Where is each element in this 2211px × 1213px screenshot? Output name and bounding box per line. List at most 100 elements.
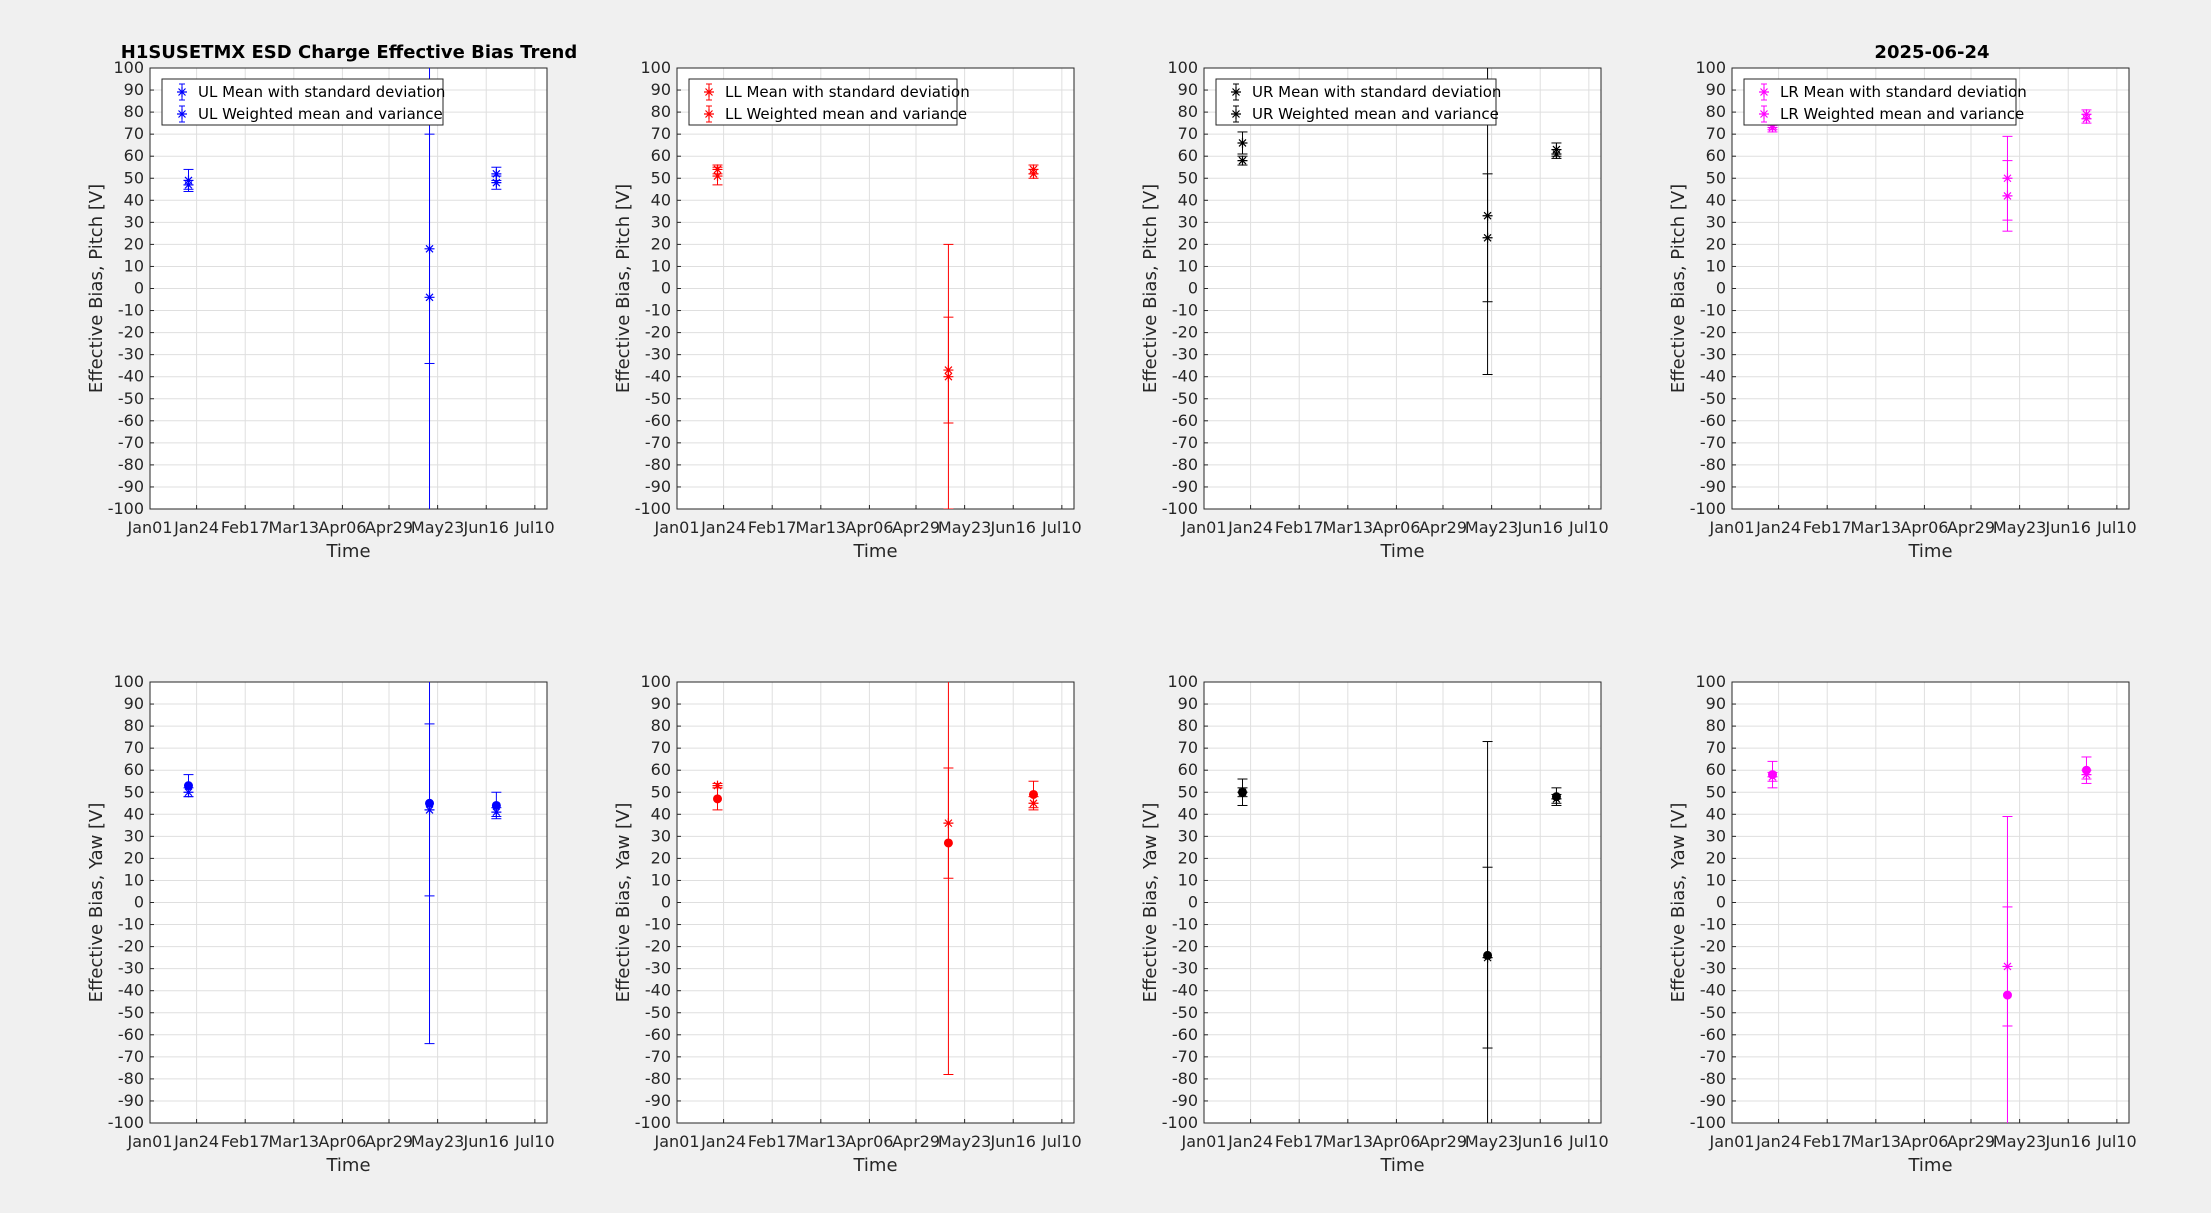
y-tick-label: 90 — [124, 80, 144, 99]
axes-box — [149, 67, 548, 510]
legend-label: LL Weighted mean and variance — [725, 105, 967, 123]
legend-marker — [1759, 109, 1769, 119]
legend-marker — [1231, 87, 1241, 97]
x-tick-label: Jul10 — [514, 1132, 555, 1151]
data-point — [713, 794, 723, 804]
data-point — [1482, 952, 1493, 963]
x-tick-label: Jan01 — [126, 518, 172, 537]
x-tick-label: Mar13 — [796, 1132, 847, 1151]
x-tick-label: Jul10 — [2096, 518, 2137, 537]
y-tick-label: 20 — [1706, 848, 1726, 867]
x-tick-label: Jan01 — [653, 1132, 699, 1151]
y-axis-label: Effective Bias, Yaw [V] — [86, 803, 107, 1003]
y-tick-label: 60 — [124, 146, 144, 165]
y-tick-label: 40 — [651, 804, 671, 823]
x-tick-label: Mar13 — [269, 1132, 320, 1151]
x-tick-label: Mar13 — [269, 518, 320, 537]
x-axis-label: Time — [1907, 541, 1952, 562]
x-tick-label: Mar13 — [1323, 518, 1374, 537]
y-tick-label: -10 — [118, 301, 144, 320]
x-tick-label: Apr29 — [892, 518, 940, 537]
y-tick-label: 90 — [651, 80, 671, 99]
x-tick-label: Apr29 — [892, 1132, 940, 1151]
y-tick-label: 50 — [124, 782, 144, 801]
x-tick-label: May23 — [938, 1132, 991, 1151]
series-1 — [1767, 769, 2092, 1027]
y-tick-label: -100 — [1162, 499, 1198, 518]
y-tick-label: 90 — [1178, 694, 1198, 713]
y-tick-label: 50 — [1706, 782, 1726, 801]
y-tick-label: -10 — [1172, 915, 1198, 934]
x-tick-label: Jun16 — [1517, 518, 1563, 537]
y-tick-label: -40 — [118, 981, 144, 1000]
y-tick-label: 10 — [124, 870, 144, 889]
y-tick-label: 30 — [1178, 826, 1198, 845]
legend-box — [161, 78, 444, 126]
x-tick-label: May23 — [938, 518, 991, 537]
data-point — [424, 292, 435, 303]
legend: UR Mean with standard deviation UR Weight… — [1215, 78, 1501, 126]
x-tick-label: Jul10 — [1568, 1132, 1609, 1151]
y-tick-label: -40 — [1172, 367, 1198, 386]
legend-marker — [177, 87, 187, 97]
series-1 — [183, 723, 502, 897]
y-tick-label: 70 — [1178, 124, 1198, 143]
y-tick-label: -30 — [1700, 959, 1726, 978]
y-tick-label: -20 — [645, 937, 671, 956]
y-tick-label: -100 — [635, 1113, 671, 1132]
x-tick-label: Jan01 — [1180, 518, 1226, 537]
axes-box — [1203, 681, 1602, 1124]
data-point — [1767, 122, 1778, 133]
data-point — [491, 168, 502, 179]
y-tick-label: -100 — [1690, 499, 1726, 518]
y-tick-label: -100 — [1162, 1113, 1198, 1132]
y-tick-label: -70 — [645, 1047, 671, 1066]
y-tick-label: -40 — [645, 981, 671, 1000]
y-tick-label: 0 — [1188, 893, 1198, 912]
y-tick-label: -40 — [118, 367, 144, 386]
y-tick-label: 30 — [1706, 826, 1726, 845]
y-tick-label: 100 — [1167, 672, 1198, 691]
y-tick-label: 80 — [1178, 716, 1198, 735]
y-tick-label: 10 — [124, 256, 144, 275]
y-tick-label: 20 — [651, 848, 671, 867]
figure-date: 2025-06-24 — [1874, 42, 1989, 63]
y-tick-label: -40 — [645, 367, 671, 386]
y-tick-label: -60 — [1700, 1025, 1726, 1044]
data-point — [712, 171, 723, 182]
x-tick-label: Feb17 — [748, 518, 797, 537]
axes-ur-yaw: -100-90-80-70-60-50-40-30-20-10010203040… — [1140, 672, 1609, 1176]
data-point — [1237, 155, 1248, 166]
data-point — [1028, 164, 1039, 175]
y-tick-label: -20 — [1172, 937, 1198, 956]
x-tick-label: Jan24 — [173, 518, 219, 537]
y-tick-label: 30 — [124, 826, 144, 845]
series-1 — [712, 164, 1039, 509]
x-axis-label: Time — [1907, 1155, 1952, 1176]
x-tick-label: Jun16 — [463, 1132, 509, 1151]
axes-box — [676, 681, 1075, 1124]
y-tick-label: 0 — [661, 279, 671, 298]
y-tick-label: 0 — [134, 893, 144, 912]
y-tick-label: -10 — [645, 915, 671, 934]
axes-ll-pitch: -100-90-80-70-60-50-40-30-20-10010203040… — [613, 58, 1082, 562]
y-tick-label: -90 — [118, 1091, 144, 1110]
x-tick-label: Jan24 — [1227, 1132, 1273, 1151]
y-tick-label: 0 — [1716, 279, 1726, 298]
y-tick-label: 80 — [651, 716, 671, 735]
y-tick-label: 80 — [124, 102, 144, 121]
x-tick-label: Jul10 — [1041, 518, 1082, 537]
y-tick-label: -20 — [645, 323, 671, 342]
y-tick-label: -80 — [645, 455, 671, 474]
y-tick-label: 10 — [651, 256, 671, 275]
legend: LR Mean with standard deviation LR Weight… — [1743, 78, 2027, 126]
data-point — [1551, 148, 1562, 159]
x-tick-label: Mar13 — [1323, 1132, 1374, 1151]
y-tick-label: -70 — [1700, 433, 1726, 452]
y-tick-label: 90 — [124, 694, 144, 713]
y-tick-label: 10 — [1178, 256, 1198, 275]
y-tick-label: 100 — [113, 58, 144, 77]
data-point — [183, 179, 194, 190]
y-tick-label: -30 — [1172, 345, 1198, 364]
y-axis-label: Effective Bias, Pitch [V] — [1668, 184, 1689, 393]
